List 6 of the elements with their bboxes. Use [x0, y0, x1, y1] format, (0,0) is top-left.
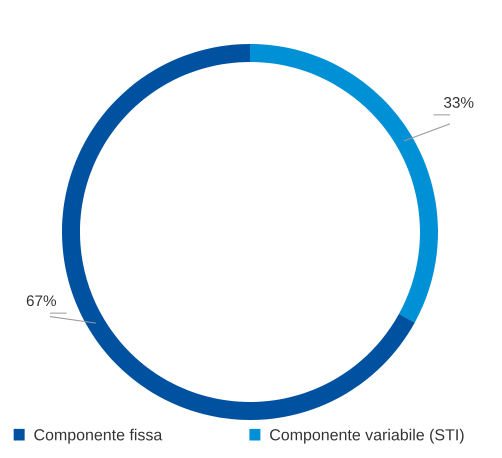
- donut-slice: [62, 44, 415, 420]
- legend-label: Componente fissa: [34, 428, 162, 444]
- data-label: 67%: [26, 295, 56, 306]
- donut-slice: [250, 44, 438, 323]
- legend-label: Componente variabile (STI): [270, 428, 464, 444]
- data-label: 33%: [444, 97, 474, 108]
